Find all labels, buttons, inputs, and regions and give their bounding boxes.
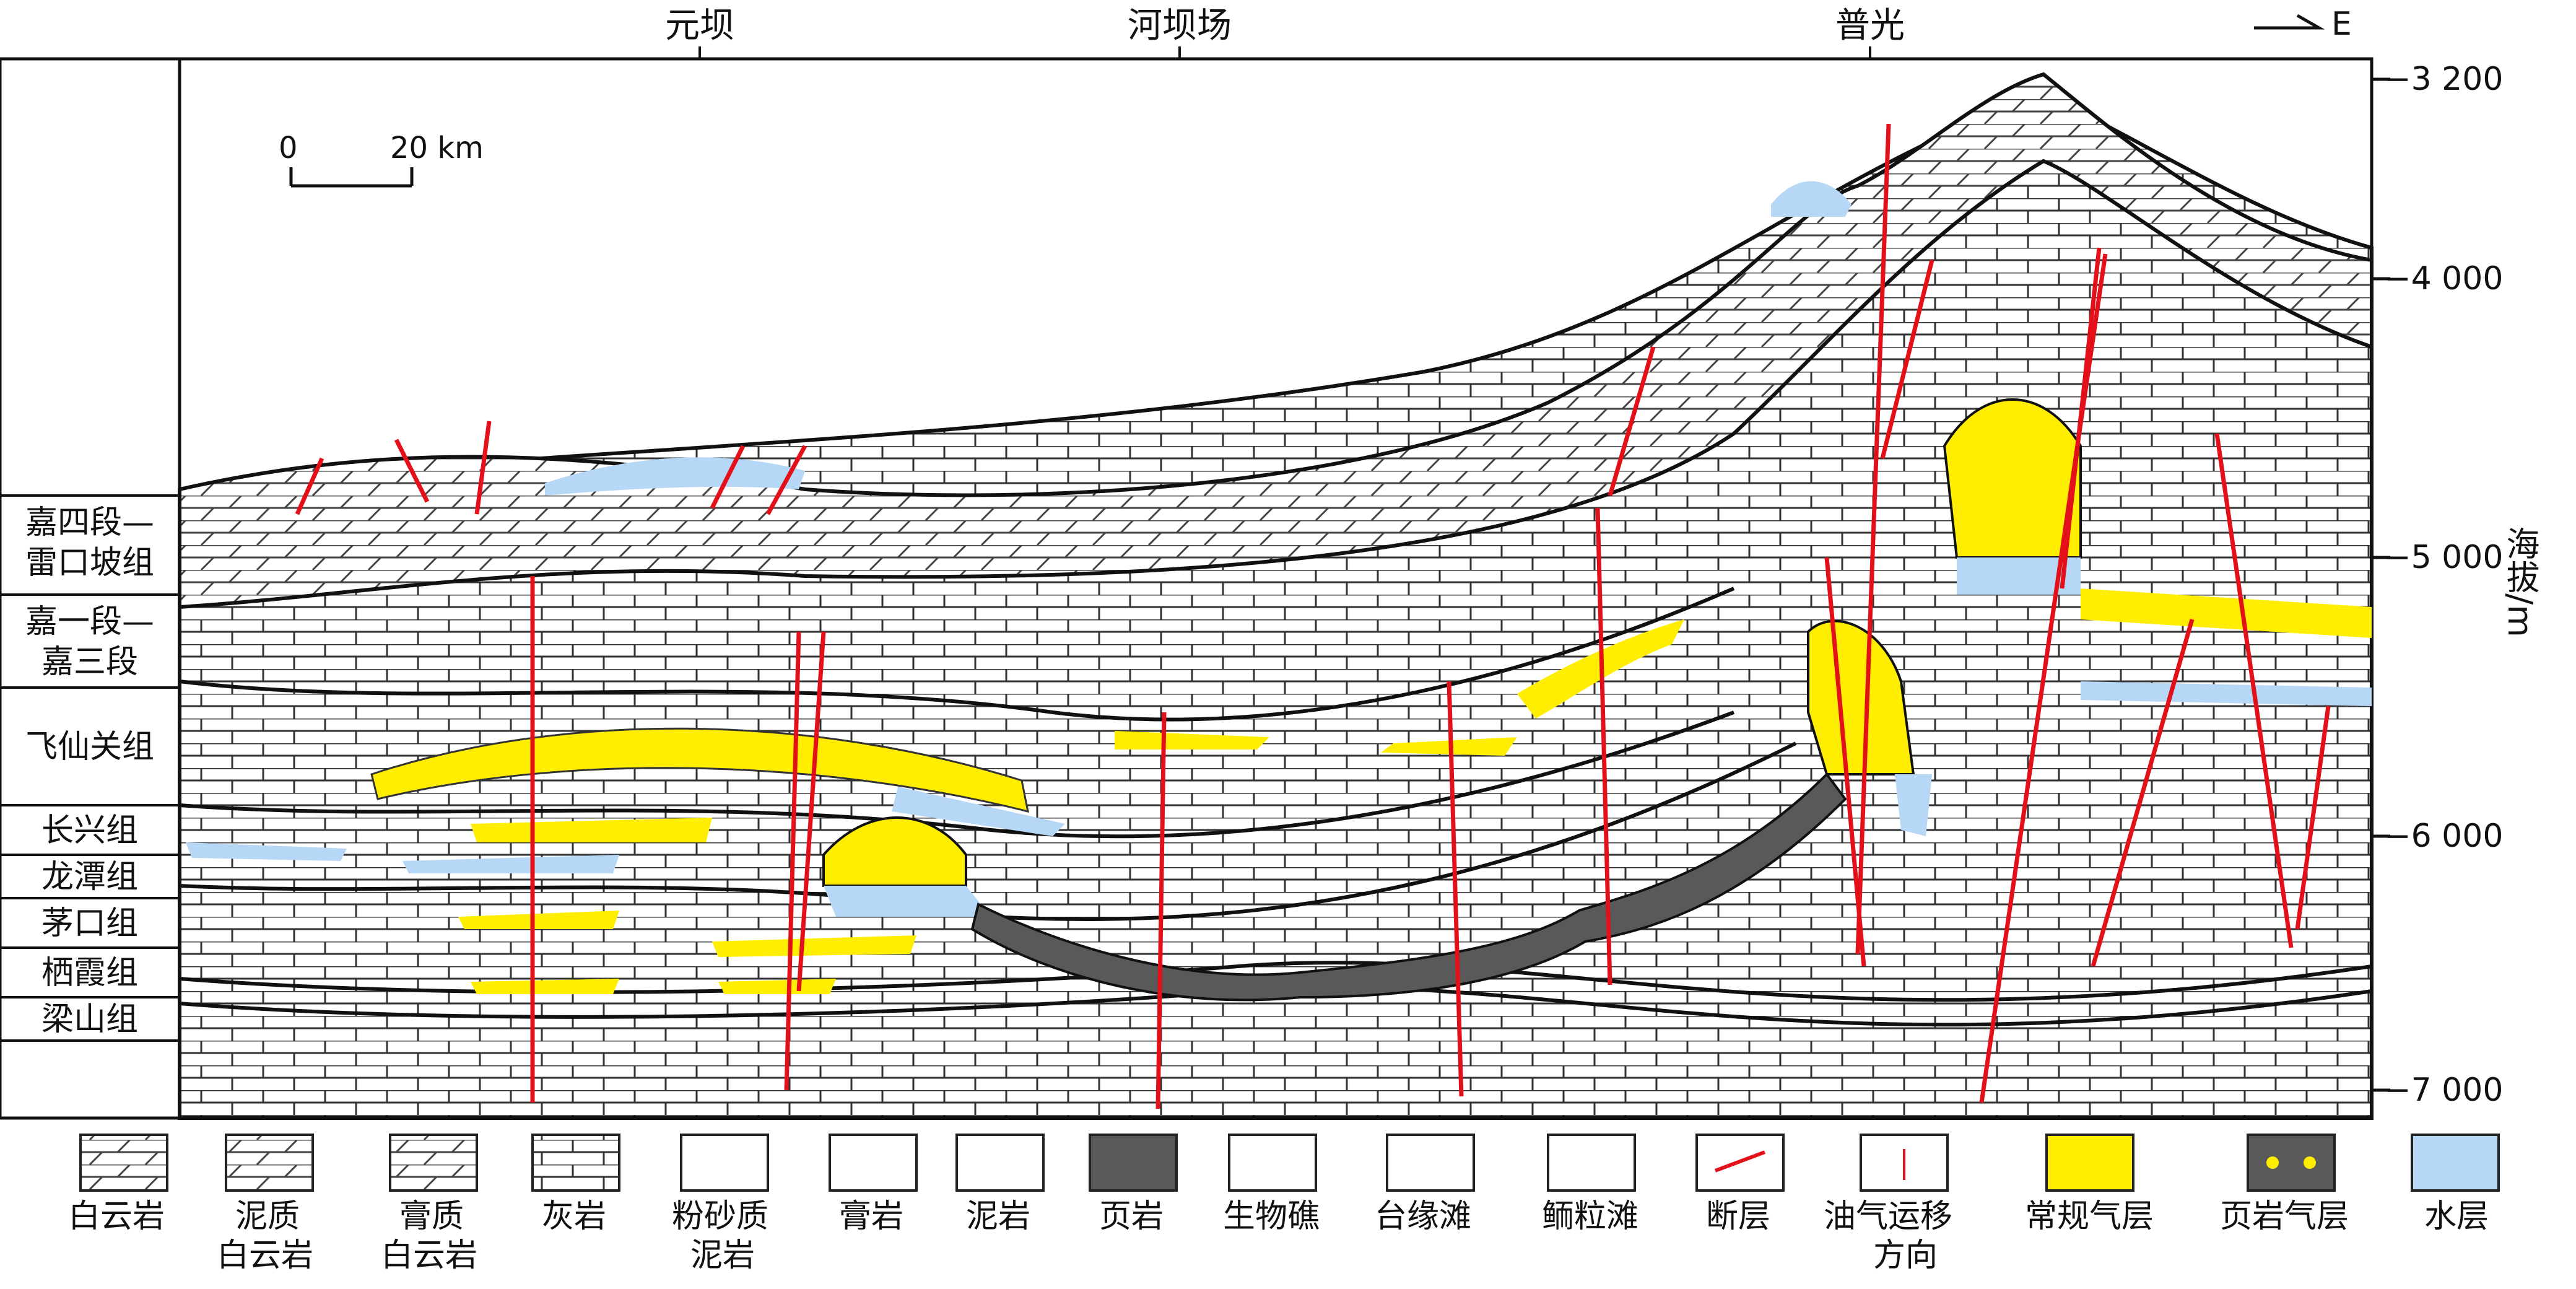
east-arrow bbox=[2254, 14, 2325, 30]
faults bbox=[295, 123, 2331, 1109]
water-layer bbox=[1895, 774, 1932, 836]
scale-dist: 20 km bbox=[390, 131, 484, 165]
limestone-body bbox=[178, 90, 2374, 1120]
legend-shale: 页岩 bbox=[1099, 1198, 1164, 1235]
legend-oolite: 鲕粒滩 bbox=[1542, 1198, 1639, 1235]
legend-reef: 生物礁 bbox=[1223, 1198, 1320, 1235]
y-tick-4000: −4 000 bbox=[2384, 260, 2504, 297]
water-layer bbox=[824, 886, 991, 917]
formation-feixianguan: 飞仙关组 bbox=[25, 728, 154, 766]
gas-layer bbox=[2081, 588, 2372, 638]
legend-muddy-dolomite-b: 白云岩 bbox=[217, 1237, 314, 1274]
legend-water: 水层 bbox=[2424, 1198, 2489, 1235]
legend-migration-b: 方向 bbox=[1873, 1237, 1938, 1274]
y-tick-5000: −5 000 bbox=[2384, 539, 2504, 576]
formation-jia4a: 嘉四段— bbox=[25, 504, 154, 541]
formation-jia4b: 雷口坡组 bbox=[25, 544, 154, 582]
location-yuanba: 元坝 bbox=[665, 6, 734, 46]
legend-gypsum: 膏岩 bbox=[839, 1198, 904, 1235]
water-layer bbox=[402, 855, 619, 873]
formation-changxing: 长兴组 bbox=[41, 812, 138, 849]
y-axis-label: 海拔/m bbox=[2500, 527, 2539, 637]
gas-layer bbox=[718, 979, 836, 994]
water-layer bbox=[186, 842, 347, 861]
water-layer bbox=[1957, 557, 2081, 595]
y-tick-6000: −6 000 bbox=[2384, 818, 2504, 855]
legend-limestone: 灰岩 bbox=[542, 1198, 607, 1235]
water-layer bbox=[892, 787, 1065, 836]
legend-platform-shoal: 台缘滩 bbox=[1375, 1198, 1472, 1235]
legend-silty-mudstone-a: 粉砂质 bbox=[672, 1198, 769, 1235]
direction-label: E bbox=[2331, 6, 2352, 43]
formation-maokou: 茅口组 bbox=[41, 905, 138, 942]
legend-dolomite: 白云岩 bbox=[68, 1198, 165, 1235]
legend-shale-gas: 页岩气层 bbox=[2220, 1198, 2349, 1235]
gas-layer bbox=[1115, 731, 1269, 749]
legend-muddy-dolomite-a: 泥质 bbox=[235, 1198, 300, 1235]
y-tick-3200: −3 200 bbox=[2384, 61, 2504, 98]
location-heba: 河坝场 bbox=[1128, 6, 1232, 46]
legend-swatches bbox=[79, 1134, 2500, 1192]
formation-jia1b: 嘉三段 bbox=[41, 644, 138, 681]
water-layer bbox=[1771, 181, 1852, 217]
water-layer bbox=[545, 457, 805, 496]
gas-layer bbox=[458, 911, 619, 929]
formation-longtan: 龙潭组 bbox=[41, 859, 138, 896]
gas-layer bbox=[1943, 398, 2082, 559]
formation-liangshan: 梁山组 bbox=[41, 1001, 138, 1038]
y-axis-ticks bbox=[2372, 77, 2390, 1092]
legend-migration-a: 油气运移 bbox=[1824, 1198, 1953, 1235]
water-layer bbox=[2081, 681, 2372, 706]
formation-qixia: 栖霞组 bbox=[41, 955, 138, 992]
formation-jia1a: 嘉一段— bbox=[25, 603, 154, 640]
scale-zero: 0 bbox=[279, 131, 298, 165]
legend-conv-gas: 常规气层 bbox=[2025, 1198, 2154, 1235]
gas-layer bbox=[370, 727, 1029, 813]
reef-gas bbox=[822, 816, 967, 887]
location-puguang: 普光 bbox=[1835, 6, 1905, 46]
gas-layer bbox=[471, 979, 619, 994]
shale-gas-layer bbox=[970, 772, 1847, 1002]
legend-fault: 断层 bbox=[1706, 1198, 1771, 1235]
legend-silty-mudstone-b: 泥岩 bbox=[690, 1237, 755, 1274]
y-tick-7000: −7 000 bbox=[2384, 1072, 2504, 1109]
legend-gypsum-dolomite-b: 白云岩 bbox=[381, 1237, 478, 1274]
legend-gypsum-dolomite-a: 膏质 bbox=[399, 1198, 464, 1235]
legend-mudstone: 泥岩 bbox=[966, 1198, 1031, 1235]
gas-layer bbox=[712, 935, 916, 957]
